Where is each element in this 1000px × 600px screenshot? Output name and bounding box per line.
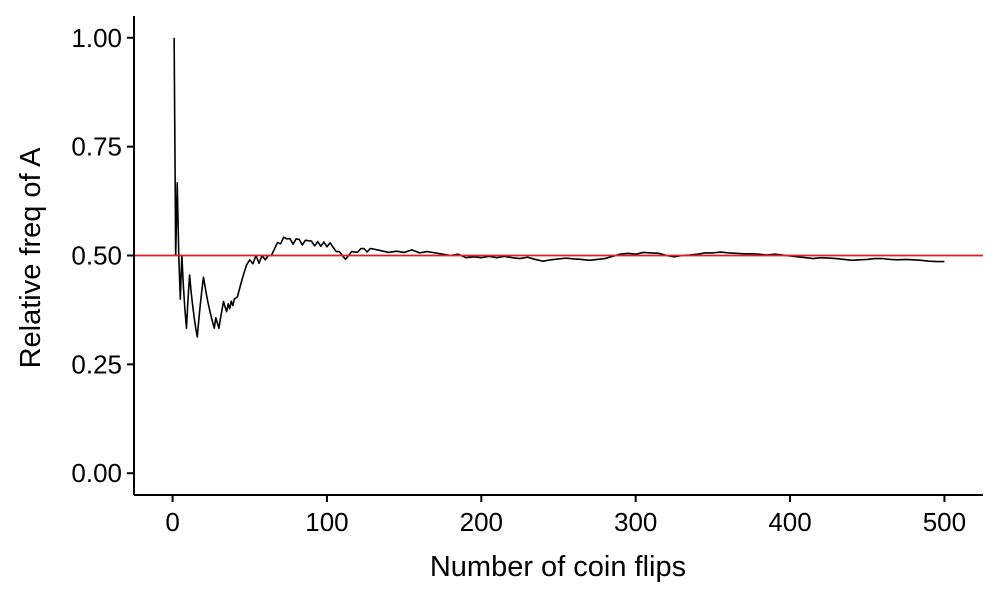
plot-panel	[134, 37, 983, 338]
y-tick-label: 0.75	[71, 132, 122, 162]
axis-ticks: 0.00 0.25 0.50 0.75 1.00 0 100 200 300 400 500	[71, 23, 966, 537]
y-tick-label: 1.00	[71, 23, 122, 53]
x-tick-label: 400	[768, 507, 811, 537]
x-tick-label: 100	[305, 507, 348, 537]
series-line-0	[173, 37, 945, 338]
y-tick-label: 0.25	[71, 349, 122, 379]
x-tick-label: 300	[614, 507, 657, 537]
y-axis-title: Relative freq of A	[15, 147, 47, 368]
x-tick-label: 500	[923, 507, 966, 537]
x-axis-title: Number of coin flips	[430, 551, 686, 583]
y-tick-label: 0.50	[71, 241, 122, 271]
x-tick-label: 0	[165, 507, 179, 537]
x-tick-label: 200	[460, 507, 503, 537]
y-tick-label: 0.00	[71, 458, 122, 488]
